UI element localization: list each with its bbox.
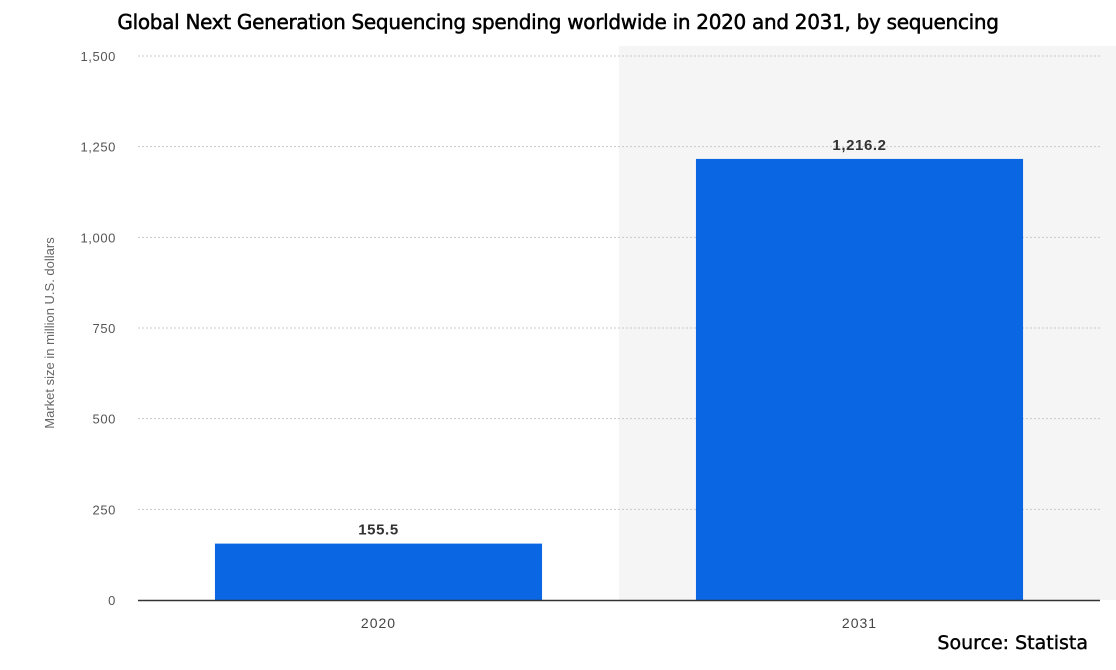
y-tick-label: 1,500 [80, 49, 116, 64]
chart-title: Global Next Generation Sequencing spendi… [117, 10, 999, 35]
bar-2020 [214, 543, 543, 600]
value-labels: 155.5 1,216.2 [358, 137, 886, 539]
x-axis-ticks: 2020 2031 [361, 615, 877, 631]
y-axis-label: Market size in million U.S. dollars [42, 237, 57, 429]
y-tick-label: 250 [93, 502, 117, 517]
y-tick-label: 1,000 [80, 230, 116, 245]
x-tick-label-2020: 2020 [361, 615, 396, 631]
x-tick-label-2031: 2031 [842, 615, 877, 631]
y-tick-label: 750 [93, 321, 117, 336]
y-tick-label: 1,250 [80, 140, 116, 155]
bar-2031 [695, 158, 1024, 600]
source-label: Source: Statista [937, 632, 1088, 654]
y-axis-ticks: 0 250 500 750 1,000 1,250 1,500 [80, 49, 117, 608]
y-tick-label: 500 [93, 412, 117, 427]
bars [214, 158, 1024, 600]
value-label-2020: 155.5 [358, 522, 399, 539]
y-tick-label: 0 [108, 593, 116, 608]
value-label-2031: 1,216.2 [832, 137, 886, 154]
